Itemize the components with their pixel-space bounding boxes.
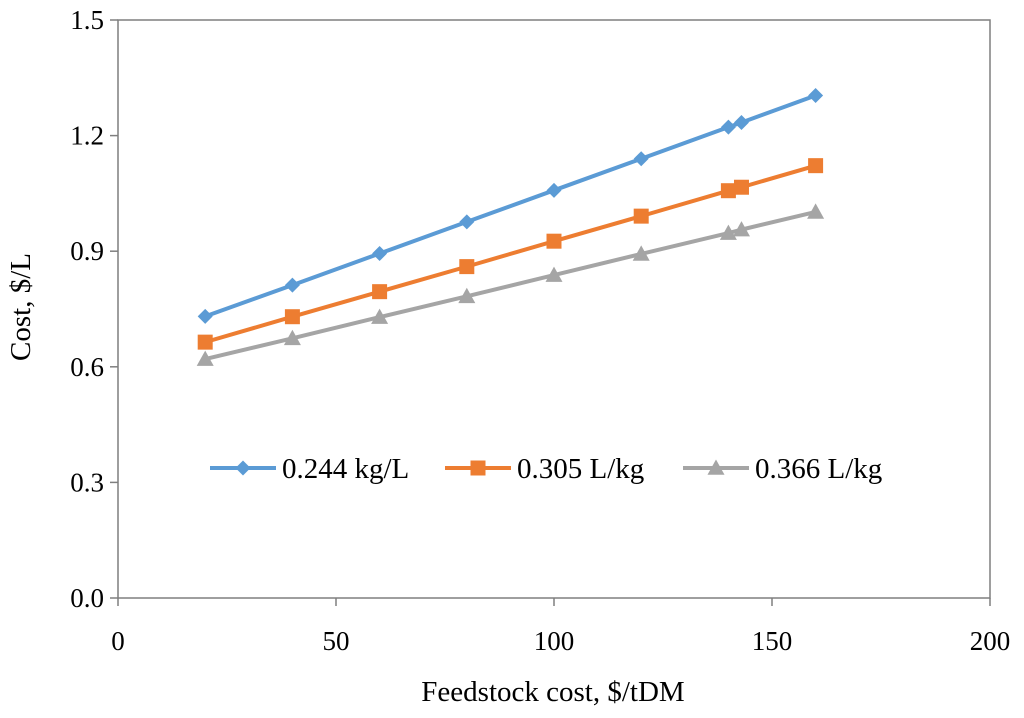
legend-label: 0.366 L/kg: [755, 453, 882, 485]
data-point: [546, 233, 562, 249]
x-axis-title: Feedstock cost, $/tDM: [421, 676, 684, 708]
x-tick-label: 200: [970, 626, 1011, 656]
legend-entry: 0.305 L/kg: [445, 453, 644, 485]
legend-label: 0.305 L/kg: [517, 453, 644, 485]
data-point: [196, 350, 214, 366]
legend-marker: [235, 460, 251, 476]
data-point: [459, 259, 475, 275]
data-point: [808, 158, 824, 174]
axes: 0.0 0.3 0.6 0.9 1.2 1.5 0 50 100 150 200: [70, 5, 1010, 656]
legend-marker: [707, 459, 725, 475]
series-group: [196, 88, 825, 366]
y-tick-label: 0.6: [70, 352, 104, 382]
legend-entry: 0.244 kg/L: [210, 453, 409, 485]
data-point: [808, 88, 824, 104]
data-point: [197, 308, 213, 324]
plot-area-border: [117, 19, 991, 599]
x-tick-label: 0: [111, 626, 125, 656]
series-1: [197, 88, 824, 324]
y-axis-title: Cost, $/L: [5, 253, 37, 361]
data-point: [197, 334, 213, 350]
x-tick-label: 150: [752, 626, 793, 656]
legend-label: 0.244 kg/L: [282, 453, 409, 485]
legend-entry: 0.366 L/kg: [683, 453, 882, 485]
data-point: [720, 183, 736, 199]
y-tick-label: 1.5: [70, 5, 104, 35]
data-point: [284, 309, 300, 325]
data-point: [719, 224, 737, 240]
data-point: [371, 308, 389, 324]
data-point: [632, 245, 650, 261]
data-point: [284, 277, 300, 293]
series-3: [196, 203, 825, 366]
y-tick-label: 0.0: [70, 583, 104, 613]
data-point: [633, 208, 649, 224]
legend: 0.244 kg/L 0.305 L/kg 0.366 L/kg: [210, 453, 882, 485]
y-tick-label: 0.3: [70, 467, 104, 497]
data-point: [732, 221, 750, 237]
x-tick-label: 50: [323, 626, 350, 656]
data-point: [459, 214, 475, 230]
y-tick-label: 0.9: [70, 236, 104, 266]
data-point: [546, 182, 562, 198]
legend-marker: [470, 460, 486, 476]
data-point: [733, 179, 749, 195]
y-tick-label: 1.2: [70, 121, 104, 151]
data-point: [372, 246, 388, 262]
data-point: [545, 266, 563, 282]
data-point: [720, 119, 736, 135]
data-point: [283, 329, 301, 346]
data-point: [807, 203, 825, 219]
data-point: [733, 114, 749, 130]
series-2: [197, 158, 824, 350]
x-tick-label: 100: [534, 626, 575, 656]
data-point: [372, 284, 388, 300]
data-point: [633, 151, 649, 167]
data-point: [458, 287, 476, 304]
